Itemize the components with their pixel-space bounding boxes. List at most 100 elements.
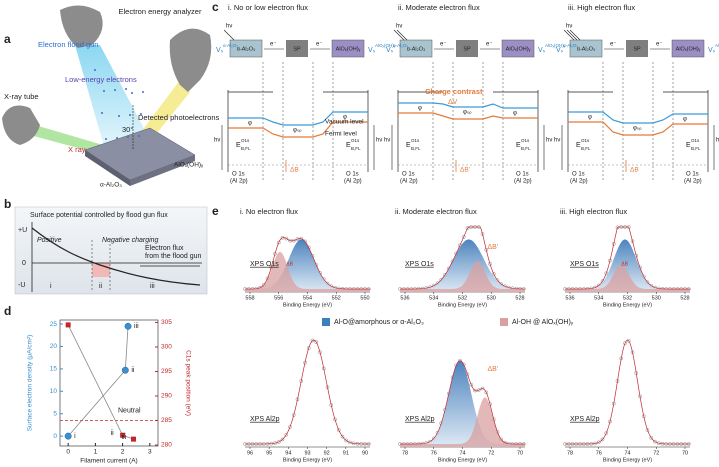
- panel-letter: c: [212, 0, 219, 14]
- label: e⁻: [656, 42, 663, 48]
- label: XPS O1s: [405, 261, 434, 268]
- peak-al-o: [400, 239, 525, 292]
- label: iii: [122, 434, 127, 441]
- label: 2: [121, 449, 125, 456]
- data-point: [604, 271, 609, 276]
- label: φ: [588, 115, 592, 121]
- peak-al-o: [400, 360, 525, 447]
- label: hν: [554, 138, 560, 144]
- label: Vₛ: [216, 47, 224, 54]
- data-point: [284, 432, 289, 437]
- electron: [118, 115, 120, 117]
- label: e⁻: [270, 42, 277, 48]
- electron: [125, 88, 127, 90]
- hv-arrow: [393, 29, 405, 41]
- data-point: [649, 435, 654, 440]
- data-point: [465, 226, 470, 230]
- label: E: [576, 142, 581, 149]
- label: O1s: [351, 138, 360, 143]
- label: 95: [266, 450, 272, 456]
- label: (Al 2p): [400, 179, 418, 185]
- label: 532: [623, 295, 632, 301]
- label: α-Al₂O₃: [100, 182, 122, 189]
- label: φₛₚ: [633, 126, 642, 132]
- data-point: [488, 262, 492, 266]
- data-point: [276, 440, 281, 444]
- peak-al-oh: [245, 251, 370, 292]
- label: φ: [513, 111, 517, 117]
- label: AlOₓ(OH)ᵧ: [545, 43, 566, 48]
- label: X-ray tube: [4, 92, 39, 101]
- label: 3: [148, 449, 152, 456]
- label: 5: [53, 410, 57, 417]
- label: from the flood gun: [145, 253, 202, 260]
- data-point: [340, 434, 345, 439]
- label: 528: [515, 295, 524, 301]
- label: O 1s: [572, 172, 585, 178]
- label: 534: [594, 295, 603, 301]
- data-point: [626, 338, 631, 343]
- data-point: [615, 225, 620, 230]
- label: AlOₓ(OH)ᵧ: [375, 43, 396, 48]
- label: ΔB: [290, 167, 299, 174]
- label: Electron energy analyzer: [119, 7, 202, 16]
- column-title: iii. High electron flux: [568, 3, 635, 12]
- label: SP: [293, 46, 301, 52]
- column-title: ii. Moderate electron flux: [395, 207, 477, 216]
- peak-al-oh: [400, 261, 525, 292]
- label: B,FL: [351, 146, 361, 151]
- label: α-Al₂O₃: [563, 43, 578, 48]
- data-point: [596, 440, 601, 445]
- electron: [138, 135, 140, 137]
- label: hν: [396, 24, 402, 30]
- box-sp: [626, 40, 648, 57]
- column-title: i. No electron flux: [240, 207, 298, 216]
- label: (Al 2p): [514, 179, 532, 185]
- column-title: ii. Moderate electron flux: [398, 3, 480, 12]
- data-point: [344, 438, 349, 443]
- label: O1s: [411, 138, 420, 143]
- label: XPS Al2p: [250, 416, 280, 423]
- data-point: [273, 251, 277, 256]
- label: hν: [566, 24, 572, 30]
- data-point: [284, 236, 289, 241]
- label: XPS O1s: [250, 261, 279, 268]
- label: Binding Energy (eV): [603, 302, 652, 308]
- data-point: [276, 240, 281, 245]
- electron: [94, 69, 96, 71]
- label: α-Al₂O₃: [223, 43, 238, 48]
- electron: [114, 89, 116, 91]
- label: E: [406, 142, 411, 149]
- label: Vacuum level: [325, 119, 364, 126]
- label: AlOₓ(OH)ᵧ: [174, 162, 204, 169]
- data-point: [473, 388, 477, 393]
- label: 78: [567, 450, 573, 456]
- label: 91: [343, 450, 349, 456]
- label: φₛₚ: [463, 110, 472, 116]
- label: 25: [50, 321, 58, 328]
- data-point: [491, 272, 496, 276]
- fermi-level: [228, 121, 368, 138]
- label: Surface potential controlled by flood gu…: [30, 212, 168, 219]
- label: φ: [343, 115, 347, 121]
- label: AlOₓ(OH)ᵧ: [506, 46, 531, 52]
- label: e⁻: [440, 42, 447, 48]
- label: ii: [99, 283, 103, 290]
- label: ΔB': [488, 244, 499, 251]
- label: XPS Al2p: [570, 416, 600, 423]
- box-layer: [501, 39, 535, 58]
- label: AlOₓ(OH)ᵧ: [715, 43, 719, 48]
- hv-arrow: [396, 29, 408, 41]
- electron: [105, 138, 107, 140]
- label: X ray: [68, 145, 86, 154]
- label: hν: [214, 138, 220, 144]
- potential-curve: [31, 227, 201, 286]
- label: -U: [18, 282, 25, 289]
- label: O 1s: [402, 172, 415, 178]
- label: Vₛ: [556, 47, 564, 54]
- electron: [101, 112, 103, 114]
- fit-line: [399, 226, 526, 290]
- sample-side: [85, 150, 130, 186]
- xray-tube: [2, 105, 40, 145]
